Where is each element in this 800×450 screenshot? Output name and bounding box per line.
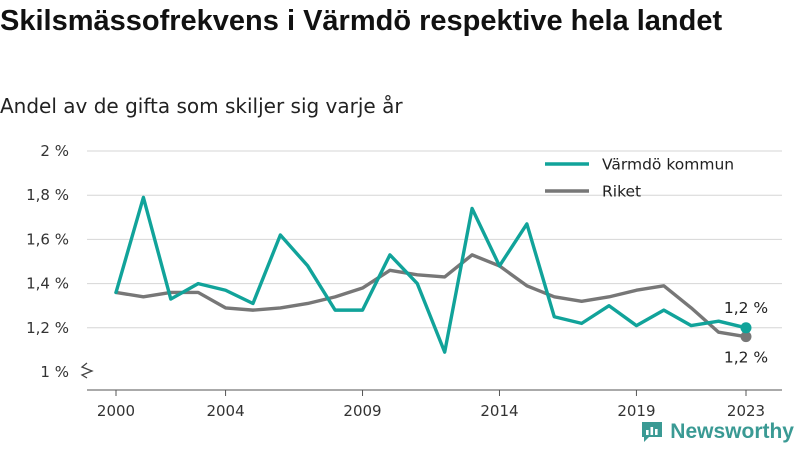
y-tick-label: 2 % [40, 142, 69, 160]
series-lines [114, 195, 752, 354]
legend: Värmdö kommun Riket [545, 156, 734, 201]
y-axis-ticks: 1 % 1,2 % 1,4 % 1,6 % 1,8 % 2 % [26, 142, 69, 381]
end-labels: 1,2 % 1,2 % [724, 299, 768, 367]
chart-subtitle: Andel av de gifta som skiljer sig varje … [0, 94, 403, 118]
x-tick-label: 2000 [97, 402, 135, 420]
x-tick-label: 2009 [343, 402, 381, 420]
legend-label: Värmdö kommun [602, 156, 734, 174]
chart-title: Skilsmässofrekvens i Värmdö respektive h… [0, 5, 723, 37]
axis-break-icon [80, 362, 94, 379]
y-tick-label: 1 % [40, 363, 69, 381]
y-tick-label: 1,8 % [26, 186, 69, 204]
y-tick-label: 1,4 % [26, 275, 69, 293]
x-tick-label: 2014 [480, 402, 518, 420]
brand-name: Newsworthy [670, 420, 794, 443]
end-value-label: 1,2 % [724, 299, 768, 317]
x-tick-label: 2019 [617, 402, 655, 420]
series-endpoint [740, 322, 752, 334]
grid-lines [80, 150, 782, 379]
legend-label: Riket [602, 183, 641, 201]
x-axis: 2000 2004 2009 2014 2019 2023 [87, 389, 782, 420]
series-line [114, 253, 748, 339]
newsworthy-logo[interactable]: Newsworthy [640, 420, 794, 444]
series-endpoint [740, 331, 752, 343]
newsworthy-icon [642, 422, 663, 442]
y-tick-label: 1,2 % [26, 319, 69, 337]
series-line [114, 195, 748, 354]
y-tick-label: 1,6 % [26, 230, 69, 248]
end-value-label: 1,2 % [724, 349, 768, 367]
x-tick-label: 2023 [727, 402, 765, 420]
x-tick-label: 2004 [206, 402, 244, 420]
